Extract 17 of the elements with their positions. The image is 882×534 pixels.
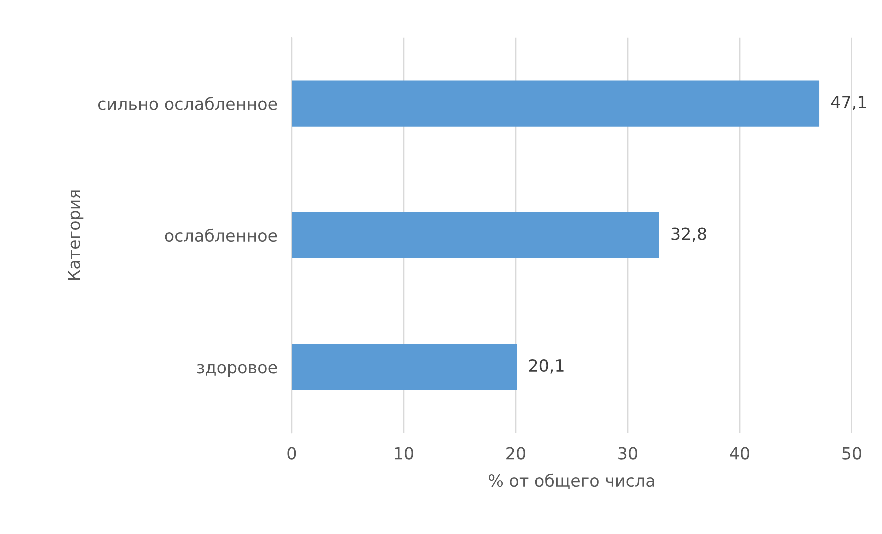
x-tick-label: 50 — [842, 447, 862, 460]
x-tick-label: 40 — [730, 447, 750, 460]
data-label: 20,1 — [529, 359, 564, 374]
bar — [292, 212, 660, 259]
bar — [292, 80, 820, 127]
y-tick-label: сильно ослабленное — [98, 97, 278, 110]
data-label: 32,8 — [672, 228, 706, 242]
y-tick-label: здоровое — [198, 364, 278, 378]
x-tick-label: 0 — [288, 447, 296, 460]
y-tick-label: ослабленное — [165, 228, 278, 242]
x-tick-label: 20 — [506, 447, 526, 460]
x-tick-label: 30 — [618, 447, 638, 460]
y-axis-title: Категория — [68, 190, 84, 280]
x-tick-label: 10 — [395, 447, 414, 460]
bar — [292, 344, 518, 390]
x-axis-title: % от общего числа — [489, 474, 654, 490]
data-label: 47,1 — [831, 96, 866, 110]
